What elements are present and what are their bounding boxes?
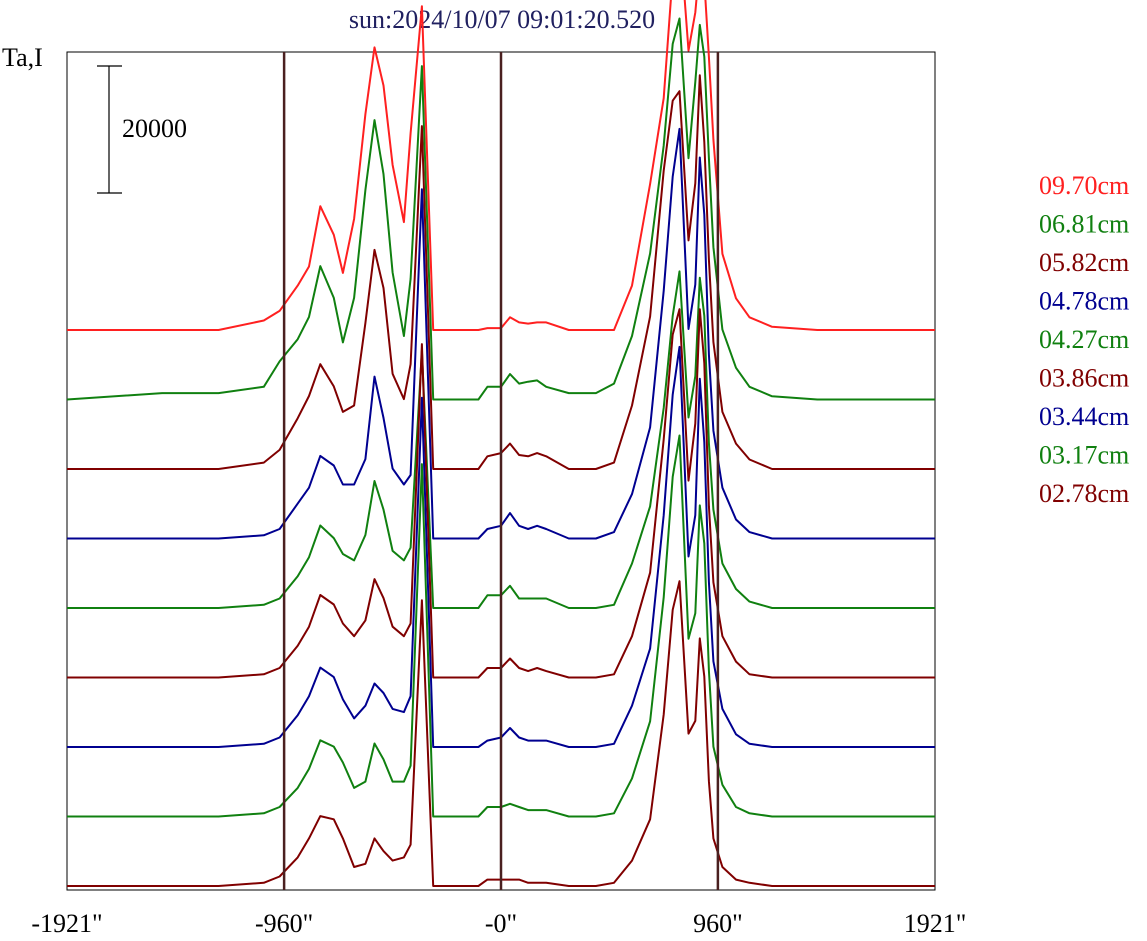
series-line-05.82cm [67, 74, 935, 470]
legend-entry: 09.70cm [1039, 171, 1129, 200]
reference-lines [282, 52, 720, 890]
legend-entry: 04.78cm [1039, 287, 1129, 316]
legend-entry: 03.17cm [1039, 441, 1129, 470]
scale-bar: 20000 [97, 65, 187, 194]
x-tick-label: -1921" [31, 909, 102, 938]
x-tick-label: -0" [485, 909, 517, 938]
series-line-09.70cm [67, 0, 935, 331]
series-line-04.27cm [67, 270, 935, 609]
legend-entry: 02.78cm [1039, 479, 1129, 508]
series-layer [66, 0, 935, 887]
legend-entry: 03.86cm [1039, 364, 1129, 393]
series-line-03.86cm [67, 308, 935, 679]
series-line-04.78cm [67, 127, 935, 540]
x-tick-label: 960" [693, 909, 743, 938]
x-tick-label: -960" [255, 909, 313, 938]
series-line-03.44cm [67, 345, 935, 748]
chart-title: sun:2024/10/07 09:01:20.520 [349, 5, 655, 34]
legend-entry: 03.44cm [1039, 402, 1129, 431]
series-line-02.78cm [67, 580, 935, 887]
legend-entry: 06.81cm [1039, 210, 1129, 239]
legend-entry: 05.82cm [1039, 248, 1129, 277]
series-line-06.81cm [66, 17, 935, 401]
scale-bar-label: 20000 [122, 114, 187, 143]
series-line-03.17cm [67, 434, 935, 818]
x-tick-label: 1921" [904, 909, 967, 938]
y-axis-label: Ta,I [2, 43, 43, 72]
x-axis-tick-labels: -1921" -960" -0" 960" 1921" [31, 909, 966, 938]
legend: 09.70cm 06.81cm 05.82cm 04.78cm 04.27cm 03.86… [1039, 171, 1129, 508]
legend-entry: 04.27cm [1039, 325, 1129, 354]
